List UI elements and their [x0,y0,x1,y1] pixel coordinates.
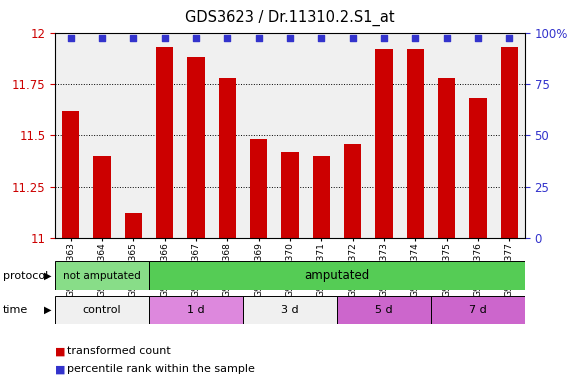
Point [129,35,138,41]
Text: ■: ■ [55,346,66,356]
Point [191,35,201,41]
Bar [431,296,525,324]
Bar [313,156,330,238]
Bar [93,156,111,238]
Point [285,35,295,41]
Text: amputated: amputated [304,269,369,282]
Point [348,35,357,41]
Bar [149,261,525,290]
Bar [187,57,205,238]
Point [97,35,107,41]
Point [473,35,483,41]
Bar [438,78,455,238]
Bar [469,98,487,238]
Bar [125,214,142,238]
Point [66,35,75,41]
Text: 7 d: 7 d [469,305,487,315]
Bar [243,296,337,324]
Bar [62,111,79,238]
Bar [55,296,149,324]
Bar [501,47,518,238]
Bar [219,78,236,238]
Point [223,35,232,41]
Bar [55,261,149,290]
Text: percentile rank within the sample: percentile rank within the sample [67,364,255,374]
Text: ■: ■ [55,364,66,374]
Bar [375,49,393,238]
Text: 3 d: 3 d [281,305,299,315]
Point [254,35,263,41]
Point [442,35,451,41]
Point [411,35,420,41]
Text: transformed count: transformed count [67,346,171,356]
Bar [337,296,431,324]
Bar [407,49,424,238]
Point [160,35,169,41]
Text: time: time [3,305,28,315]
Text: GDS3623 / Dr.11310.2.S1_at: GDS3623 / Dr.11310.2.S1_at [185,10,395,26]
Bar [149,296,243,324]
Text: control: control [83,305,121,315]
Text: 5 d: 5 d [375,305,393,315]
Bar [250,139,267,238]
Text: not amputated: not amputated [63,270,141,281]
Bar [281,152,299,238]
Point [317,35,326,41]
Bar [156,47,173,238]
Point [505,35,514,41]
Text: ▶: ▶ [44,270,51,281]
Text: 1 d: 1 d [187,305,205,315]
Text: protocol: protocol [3,270,48,281]
Point [379,35,389,41]
Bar [344,144,361,238]
Text: ▶: ▶ [44,305,51,315]
